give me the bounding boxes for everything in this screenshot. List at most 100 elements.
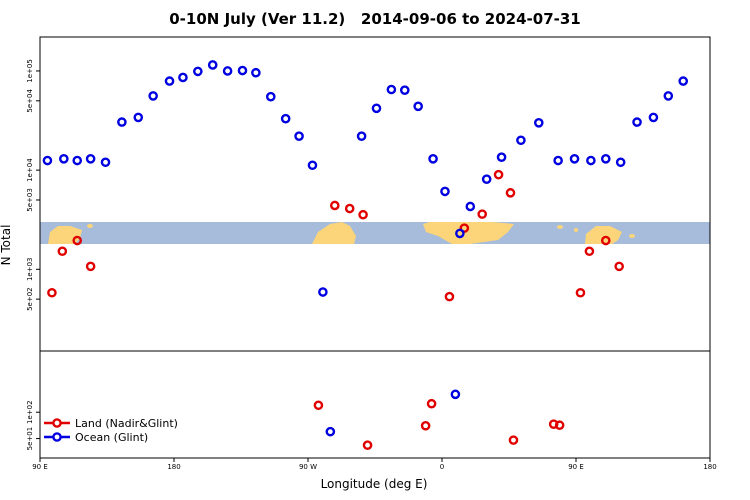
x-tick-label: 0	[440, 463, 444, 471]
land-point	[57, 246, 68, 257]
ocean-point	[386, 84, 397, 95]
ocean-point	[294, 131, 304, 141]
ocean-point	[85, 154, 96, 164]
land-point	[426, 398, 437, 409]
ocean-point	[663, 91, 674, 101]
ocean-point	[481, 174, 492, 185]
data-points	[42, 60, 689, 451]
chart-title: 0-10N July (Ver 11.2) 2014-09-06 to 2024…	[169, 10, 581, 28]
y-tick-label: 5e+01	[26, 427, 34, 451]
legend-marker-land	[52, 418, 62, 428]
map-land-3	[423, 222, 514, 244]
ocean-point	[678, 76, 689, 86]
ocean-point	[193, 66, 203, 77]
map-island-2	[58, 232, 62, 236]
ocean-point	[280, 113, 291, 124]
land-point	[493, 169, 504, 180]
land-point	[420, 420, 431, 431]
land-point	[47, 287, 57, 298]
ocean-point	[371, 103, 382, 114]
ocean-point	[440, 186, 450, 197]
land-point	[584, 246, 595, 257]
ocean-point	[615, 157, 626, 168]
ocean-point	[325, 426, 336, 437]
land-point	[505, 188, 516, 198]
land-point	[85, 261, 96, 272]
y-tick-label: 1e+03	[26, 258, 34, 282]
ocean-point	[265, 91, 276, 102]
y-axis-label: N Total	[0, 225, 13, 266]
x-tick-label: 180	[703, 463, 716, 471]
land-point	[554, 420, 565, 431]
ocean-point	[413, 101, 423, 112]
ocean-point	[533, 118, 544, 128]
legend-label-land: Land (Nadir&Glint)	[75, 417, 178, 430]
ocean-point	[318, 287, 328, 297]
map-land-4	[585, 226, 622, 244]
ocean-point	[237, 65, 248, 76]
ocean-point	[450, 389, 461, 400]
land-point	[575, 287, 586, 298]
ocean-point	[399, 85, 410, 95]
plot-border	[39, 36, 711, 459]
map-island-3	[557, 225, 563, 229]
ocean-point	[307, 160, 318, 171]
x-axis-ticks: 90 E 180 90 W 0 90 E 180	[32, 458, 717, 471]
ocean-point	[133, 112, 144, 123]
land-point	[72, 235, 83, 246]
map-island-4	[574, 228, 578, 232]
x-axis-label: Longitude (deg E)	[321, 477, 428, 491]
land-point	[313, 400, 324, 411]
legend-label-ocean: Ocean (Glint)	[75, 431, 148, 444]
x-tick-label: 90 W	[299, 463, 317, 471]
land-point	[444, 291, 455, 302]
y-tick-label: 1e+02	[26, 400, 34, 424]
land-point	[362, 440, 373, 451]
ocean-point	[632, 117, 642, 127]
land-point	[329, 200, 340, 211]
y-tick-label: 5e+02	[26, 287, 34, 311]
ocean-point	[207, 60, 218, 70]
ocean-point	[42, 155, 53, 166]
land-point	[600, 235, 611, 246]
ocean-point	[178, 72, 188, 83]
ocean-point	[222, 66, 233, 76]
ocean-point	[569, 154, 580, 164]
legend: Land (Nadir&Glint)Ocean (Glint)	[44, 417, 178, 444]
land-point	[614, 261, 624, 272]
plot-frame	[39, 36, 711, 459]
ocean-point	[455, 228, 465, 239]
map-island-5	[629, 234, 635, 238]
x-tick-label: 90 E	[568, 463, 584, 471]
ocean-point	[496, 152, 507, 163]
ocean-point	[516, 135, 526, 146]
ocean-point	[600, 154, 611, 164]
ocean-point	[72, 155, 83, 166]
map-land-2	[312, 222, 356, 244]
land-point	[508, 435, 519, 445]
ocean-point	[465, 201, 476, 212]
ocean-point	[251, 67, 261, 78]
ocean-point	[586, 155, 596, 166]
land-point	[344, 203, 355, 214]
ocean-point	[648, 112, 659, 123]
ocean-point	[100, 157, 111, 168]
land-point	[477, 209, 488, 219]
ocean-point	[428, 154, 438, 164]
ocean-point	[553, 155, 563, 166]
x-tick-label: 90 E	[32, 463, 48, 471]
y-axis-ticks: 1e+05 5e+04 1e+04 5e+03 1e+03 5e+02 1e+02 5e+01	[26, 59, 40, 450]
y-tick-label: 1e+04	[26, 158, 34, 182]
ocean-point	[117, 117, 127, 127]
ocean-point	[148, 91, 158, 101]
y-tick-label: 1e+05	[26, 59, 34, 83]
y-tick-label: 5e+04	[26, 89, 34, 113]
y-tick-label: 5e+03	[26, 188, 34, 212]
map-ocean-band	[40, 222, 710, 244]
land-point	[358, 209, 368, 220]
ocean-point	[59, 154, 69, 164]
x-tick-label: 180	[167, 463, 180, 471]
legend-marker-ocean	[52, 432, 62, 442]
ocean-point	[164, 76, 175, 86]
